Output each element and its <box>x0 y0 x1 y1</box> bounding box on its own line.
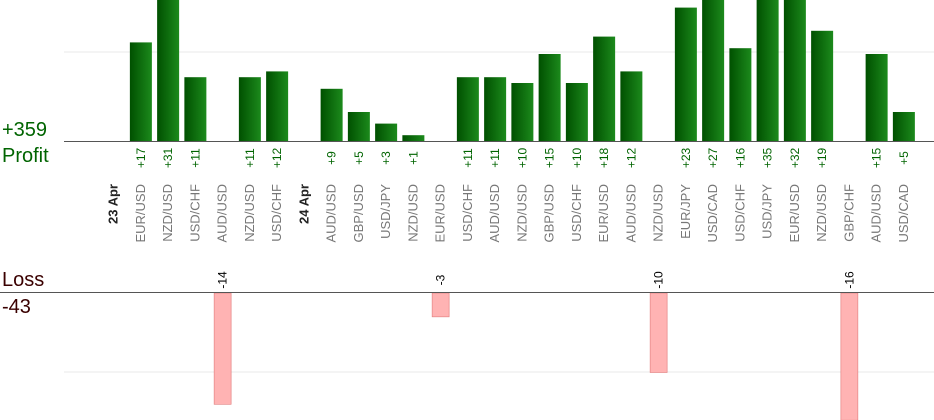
pair-label: EUR/USD <box>787 184 802 243</box>
pair-label: AUD/USD <box>487 184 502 243</box>
pair-label: USD/CHF <box>460 184 475 242</box>
profit-value-label: +15 <box>870 147 884 168</box>
profit-bar <box>484 77 507 141</box>
profit-value-label: +11 <box>243 148 257 168</box>
profit-value-label: +11 <box>461 148 475 168</box>
profit-value-label: +5 <box>897 151 911 165</box>
profit-bar <box>783 0 806 141</box>
profit-total: +359 <box>2 119 48 141</box>
profit-bar <box>892 112 915 141</box>
date-label: 23 Apr <box>106 184 121 224</box>
date-label: 24 Apr <box>296 184 311 224</box>
loss-bar <box>431 292 450 318</box>
profit-bar <box>375 123 398 141</box>
profit-value-label: +12 <box>270 147 284 168</box>
profit-bar <box>538 54 561 141</box>
profit-value-label: +15 <box>543 147 557 168</box>
pair-label: USD/CAD <box>705 184 720 243</box>
profit-value-label: +17 <box>134 147 148 168</box>
profit-value-label: +23 <box>679 147 693 168</box>
loss-label: Loss <box>2 269 45 291</box>
loss-value-label: -3 <box>434 274 448 285</box>
loss-value-label: -16 <box>842 271 856 289</box>
profit-value-label: +1 <box>406 151 420 165</box>
profit-value-label: +19 <box>815 147 829 168</box>
profit-bar <box>266 71 289 141</box>
profit-value-label: +10 <box>515 147 529 168</box>
profit-bar <box>729 48 752 142</box>
pair-label: NZD/USD <box>651 184 666 242</box>
profit-value-label: +35 <box>761 147 775 168</box>
pair-label: EUR/USD <box>433 184 448 243</box>
pair-label: USD/CHF <box>569 184 584 242</box>
pair-label: EUR/JPY <box>678 184 693 239</box>
profit-value-label: +3 <box>379 151 393 165</box>
profit-bars <box>129 0 915 142</box>
profit-bar <box>320 88 343 141</box>
pair-labels: 23 Apr EUR/USD NZD/USD USD/CHF AUD/USD NZD/US… <box>106 184 911 243</box>
pair-label: USD/CHF <box>269 184 284 242</box>
loss-bar <box>213 292 232 405</box>
loss-bars <box>213 292 859 420</box>
loss-value-label: -10 <box>652 271 666 289</box>
profit-value-label: +27 <box>706 147 720 168</box>
pair-label: GBP/USD <box>351 184 366 243</box>
pair-label: EUR/USD <box>133 184 148 243</box>
profit-value-label: +10 <box>570 147 584 168</box>
profit-bar <box>129 42 152 141</box>
profit-bar <box>620 71 643 141</box>
loss-total: -43 <box>2 296 31 318</box>
pair-label: USD/CAD <box>896 184 911 243</box>
profit-value-label: +11 <box>188 148 202 168</box>
pair-label: NZD/USD <box>514 184 529 242</box>
pair-label: NZD/USD <box>242 184 257 242</box>
loss-bar <box>649 292 668 373</box>
profit-label: Profit <box>2 145 49 167</box>
profit-value-label: +18 <box>597 147 611 168</box>
profit-bar <box>865 54 888 141</box>
profit-bar <box>565 83 588 141</box>
pair-label: USD/CHF <box>732 184 747 242</box>
profit-bar <box>347 112 370 141</box>
profit-bar <box>238 77 261 141</box>
profit-bar <box>456 77 479 141</box>
pair-label: GBP/USD <box>542 184 557 243</box>
profit-bar <box>157 0 180 141</box>
pair-label: NZD/USD <box>814 184 829 242</box>
pair-label: EUR/USD <box>596 184 611 243</box>
pair-label: USD/JPY <box>378 184 393 239</box>
pair-label: GBP/CHF <box>841 184 856 242</box>
profit-value-label: +9 <box>325 151 339 165</box>
pair-label: AUD/USD <box>623 184 638 243</box>
loss-bar <box>840 292 859 420</box>
pair-label: NZD/USD <box>160 184 175 242</box>
pair-label: AUD/USD <box>215 184 230 243</box>
profit-bar <box>674 7 697 141</box>
profit-bar <box>402 135 425 141</box>
profit-value-label: +16 <box>733 147 747 168</box>
loss-value-label: -14 <box>216 271 230 289</box>
pair-label: AUD/USD <box>324 184 339 243</box>
profit-bar <box>811 30 834 141</box>
profit-value-label: +32 <box>788 147 802 168</box>
value-labels: +17 +31 +11 -14 +11 +12 +9 +5 +3 +1 -3 +11 +11 +10 +15… <box>134 147 911 288</box>
profit-value-label: +31 <box>161 147 175 168</box>
pair-label: USD/CHF <box>187 184 202 242</box>
profit-bar <box>184 77 207 141</box>
profit-value-label: +5 <box>352 151 366 165</box>
profit-bar <box>593 36 616 141</box>
pair-label: USD/JPY <box>760 184 775 239</box>
pair-label: NZD/USD <box>405 184 420 242</box>
pair-label: AUD/USD <box>869 184 884 243</box>
profit-value-label: +11 <box>488 148 502 168</box>
profit-bar <box>702 0 725 141</box>
profit-value-label: +12 <box>624 147 638 168</box>
profit-bar <box>511 83 534 141</box>
profit-bar <box>756 0 779 141</box>
